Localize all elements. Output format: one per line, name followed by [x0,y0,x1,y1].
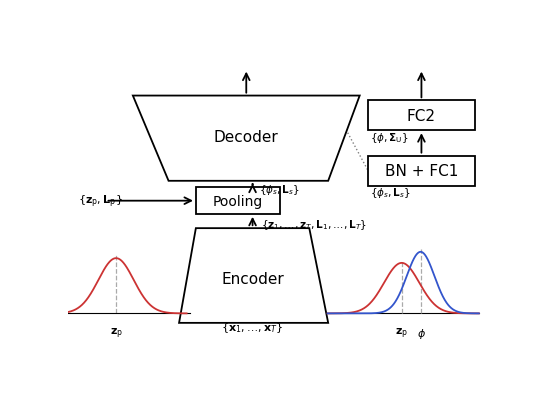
Polygon shape [133,97,360,181]
Text: Encoder: Encoder [221,272,284,286]
Text: $\phi$: $\phi$ [417,326,426,340]
Bar [368,101,475,131]
Text: $\mathbf{z}_\mathrm{p}$: $\mathbf{z}_\mathrm{p}$ [395,326,408,341]
Text: Pooling: Pooling [213,194,263,208]
Text: $\{\mathbf{z}_1, \ldots, \mathbf{z}_T, \mathbf{L}_1, \ldots, \mathbf{L}_T\}$: $\{\mathbf{z}_1, \ldots, \mathbf{z}_T, \… [261,218,367,231]
Text: $\{\mathbf{x}_1, \ldots, \mathbf{x}_T\}$: $\{\mathbf{x}_1, \ldots, \mathbf{x}_T\}$ [222,320,283,334]
Bar [196,188,280,214]
Text: BN + FC1: BN + FC1 [385,164,458,179]
Text: Decoder: Decoder [214,130,279,145]
Text: $\{\phi, \boldsymbol{\Sigma}_\mathrm{U}\}$: $\{\phi, \boldsymbol{\Sigma}_\mathrm{U}\… [370,131,409,145]
Bar [368,156,475,186]
Text: $\mathbf{z}_\mathrm{p}$: $\mathbf{z}_\mathrm{p}$ [109,326,122,341]
Text: $\{\phi_s, \mathbf{L}_s\}$: $\{\phi_s, \mathbf{L}_s\}$ [370,186,411,200]
Text: $\{\mathbf{z}_\mathrm{p}, \mathbf{L}_\mathrm{p}\}$: $\{\mathbf{z}_\mathrm{p}, \mathbf{L}_\ma… [78,193,123,209]
Polygon shape [179,229,328,323]
Text: FC2: FC2 [407,109,436,124]
Text: $\{\phi_s, \mathbf{L}_s\}$: $\{\phi_s, \mathbf{L}_s\}$ [259,183,300,197]
